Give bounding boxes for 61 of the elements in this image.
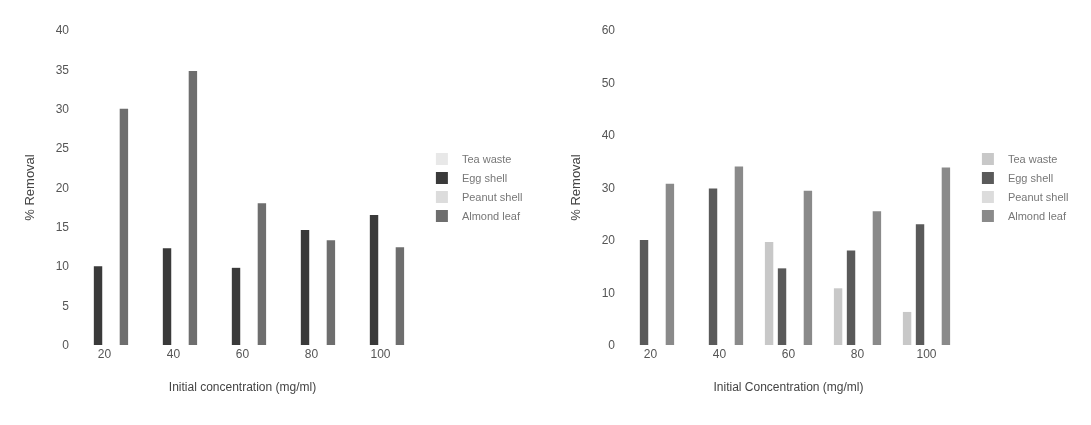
legend-label: Egg shell — [461, 172, 508, 185]
legend-label: Almond leaf — [1007, 210, 1067, 223]
y-axis-title: % Removal — [568, 154, 583, 221]
bar — [639, 240, 649, 345]
y-tick-label: 20 — [55, 180, 70, 195]
bar — [846, 250, 856, 345]
x-axis-title: Initial Concentration (mg/ml) — [713, 380, 864, 394]
y-tick-label: 30 — [55, 101, 70, 116]
x-tick-label: 80 — [850, 347, 865, 361]
y-tick-label: 20 — [601, 233, 616, 248]
bar — [395, 247, 405, 345]
bar — [708, 188, 718, 345]
legend-label: Peanut shell — [461, 191, 523, 204]
bar — [326, 240, 336, 345]
bar — [369, 215, 379, 345]
legend-label: Tea waste — [461, 153, 512, 166]
y-tick-label: 50 — [601, 75, 616, 90]
y-tick-label: 10 — [55, 259, 70, 274]
y-axis-title: % Removal — [22, 154, 37, 221]
legend-label: Peanut shell — [1007, 191, 1069, 204]
y-tick-label: 30 — [601, 180, 616, 195]
bar — [231, 267, 241, 345]
y-tick-label: 60 — [601, 23, 616, 38]
y-tick-label: 40 — [601, 128, 616, 143]
legend-label: Almond leaf — [461, 210, 521, 223]
bar — [93, 266, 103, 345]
bar — [915, 224, 925, 345]
bar — [833, 288, 843, 345]
x-tick-label: 100 — [370, 347, 391, 361]
y-tick-label: 35 — [55, 62, 70, 77]
bar — [665, 183, 675, 345]
x-tick-label: 80 — [304, 347, 319, 361]
bar — [941, 167, 951, 345]
x-tick-label: 40 — [166, 347, 181, 361]
x-tick-label: 40 — [712, 347, 727, 361]
y-tick-label: 25 — [55, 141, 70, 156]
bar — [902, 311, 912, 345]
y-tick-label: 40 — [55, 23, 70, 38]
x-axis-title: Initial concentration (mg/ml) — [168, 380, 317, 394]
x-tick-label: 20 — [97, 347, 112, 361]
y-tick-label: 0 — [608, 338, 616, 353]
bar — [162, 248, 172, 345]
bar — [803, 190, 813, 345]
y-tick-label: 10 — [601, 285, 616, 300]
bar — [734, 166, 744, 345]
y-tick-label: 5 — [62, 298, 70, 313]
y-tick-label: 0 — [62, 338, 70, 353]
legend-label: Tea waste — [1007, 153, 1058, 166]
bar — [119, 108, 129, 345]
bar — [764, 242, 774, 345]
bar — [188, 70, 198, 345]
bar — [300, 230, 310, 345]
legend-label: Egg shell — [1007, 172, 1054, 185]
x-tick-label: 20 — [643, 347, 658, 361]
bar — [872, 211, 882, 345]
bar — [777, 268, 787, 345]
x-tick-label: 100 — [916, 347, 937, 361]
y-tick-label: 15 — [55, 220, 70, 235]
x-tick-label: 60 — [235, 347, 250, 361]
x-tick-label: 60 — [781, 347, 796, 361]
bar — [257, 203, 267, 345]
